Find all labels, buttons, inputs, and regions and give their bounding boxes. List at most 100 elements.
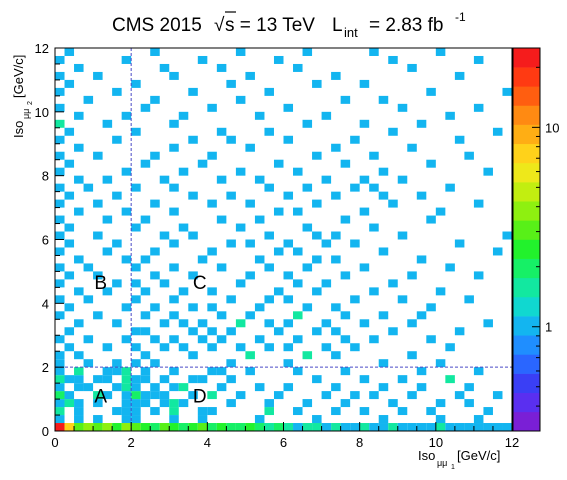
heatmap-bin — [131, 263, 141, 272]
heatmap-bin — [388, 55, 398, 64]
heatmap-bin — [131, 343, 141, 352]
heatmap-bin — [283, 135, 294, 144]
heatmap-bin — [178, 319, 189, 328]
heatmap-bin — [302, 351, 313, 360]
heatmap-bin — [188, 231, 198, 240]
heatmap-bin — [369, 151, 379, 160]
heatmap-bin — [283, 383, 294, 392]
heatmap-bin — [55, 151, 65, 160]
heatmap-bin — [264, 231, 274, 240]
heatmap-bin — [226, 191, 236, 200]
heatmap-bin — [140, 391, 151, 400]
heatmap-bin — [83, 183, 94, 192]
heatmap-bin — [483, 167, 493, 176]
heatmap-bin — [178, 287, 189, 296]
heatmap-bin — [178, 423, 189, 431]
heatmap-bin — [350, 239, 360, 248]
heatmap-bin — [159, 399, 170, 408]
heatmap-bin — [178, 111, 189, 120]
heatmap-bin — [188, 303, 198, 312]
heatmap-bin — [55, 359, 65, 368]
heatmap-bin — [302, 119, 313, 128]
heatmap-bin — [216, 263, 227, 272]
heatmap-bin — [83, 95, 94, 104]
heatmap-bin — [273, 423, 284, 431]
heatmap-bin — [226, 399, 236, 408]
heatmap-bin — [416, 255, 427, 264]
heatmap-bin — [216, 127, 227, 136]
heatmap-bin — [483, 423, 493, 431]
heatmap-bin — [302, 423, 313, 431]
heatmap-bin — [64, 48, 75, 56]
heatmap-bin — [140, 159, 151, 168]
heatmap-bin — [83, 295, 94, 304]
heatmap-bin — [64, 399, 75, 408]
heatmap-bin — [388, 199, 398, 208]
heatmap-bin — [207, 287, 217, 296]
heatmap-bin — [340, 159, 351, 168]
heatmap-bin — [331, 303, 341, 312]
heatmap-bin — [226, 359, 236, 368]
heatmap-bin — [464, 423, 474, 431]
color-scale-block — [513, 201, 540, 221]
heatmap-bin — [350, 343, 360, 352]
heatmap-bin — [321, 239, 332, 248]
heatmap-bin — [473, 55, 484, 64]
heatmap-bin — [359, 319, 370, 328]
heatmap-bin — [197, 255, 208, 264]
heatmap-bin — [64, 271, 75, 280]
color-scale-block — [513, 220, 540, 240]
heatmap-bin — [426, 303, 436, 312]
heatmap-bin — [207, 151, 217, 160]
color-scale-blocks — [513, 48, 540, 432]
heatmap-bin — [55, 215, 65, 224]
heatmap-bin — [169, 399, 179, 408]
y-tick-label: 6 — [42, 233, 49, 248]
heatmap-bin — [378, 191, 389, 200]
heatmap-bin — [178, 167, 189, 176]
heatmap-bin — [197, 159, 208, 168]
heatmap-bin — [331, 383, 341, 392]
heatmap-bin — [169, 207, 179, 216]
heatmap-bin — [74, 351, 84, 360]
heatmap-bin — [131, 279, 141, 288]
heatmap-bin — [55, 247, 65, 256]
heatmap-bin — [226, 423, 236, 431]
heatmap-bin — [140, 327, 151, 336]
heatmap-bin — [473, 415, 484, 424]
heatmap-bin — [454, 71, 465, 80]
title-lumi-symbol: L — [332, 15, 343, 36]
heatmap-bin — [454, 327, 465, 336]
heatmap-bin — [483, 407, 493, 416]
heatmap-bin — [397, 231, 408, 240]
heatmap-bin — [435, 287, 446, 296]
heatmap-bin — [445, 343, 455, 352]
heatmap-bin — [64, 223, 75, 232]
heatmap-bin — [264, 319, 274, 328]
heatmap-bin — [235, 343, 246, 352]
heatmap-bin — [359, 119, 370, 128]
heatmap-bin — [102, 367, 113, 376]
heatmap-bin — [312, 415, 322, 424]
heatmap-bin — [473, 103, 484, 112]
x-tick-label: 12 — [505, 435, 519, 450]
heatmap-bin — [140, 103, 151, 112]
color-scale-block — [513, 239, 540, 259]
heatmap-bin — [112, 359, 122, 368]
heatmap-bin — [397, 407, 408, 416]
heatmap-bin — [321, 175, 332, 184]
heatmap-bin — [64, 343, 75, 352]
heatmap-bin — [397, 103, 408, 112]
heatmap-bin — [150, 303, 160, 312]
heatmap-bin — [273, 55, 284, 64]
heatmap-bin — [74, 287, 84, 296]
heatmap-bin — [293, 63, 303, 72]
heatmap-bin — [83, 383, 94, 392]
heatmap-bin — [331, 351, 341, 360]
heatmap-bin — [359, 79, 370, 88]
heatmap-bin — [350, 183, 360, 192]
heatmap-bin — [93, 199, 103, 208]
color-scale-frame — [512, 47, 541, 432]
heatmap-bin — [454, 391, 465, 400]
